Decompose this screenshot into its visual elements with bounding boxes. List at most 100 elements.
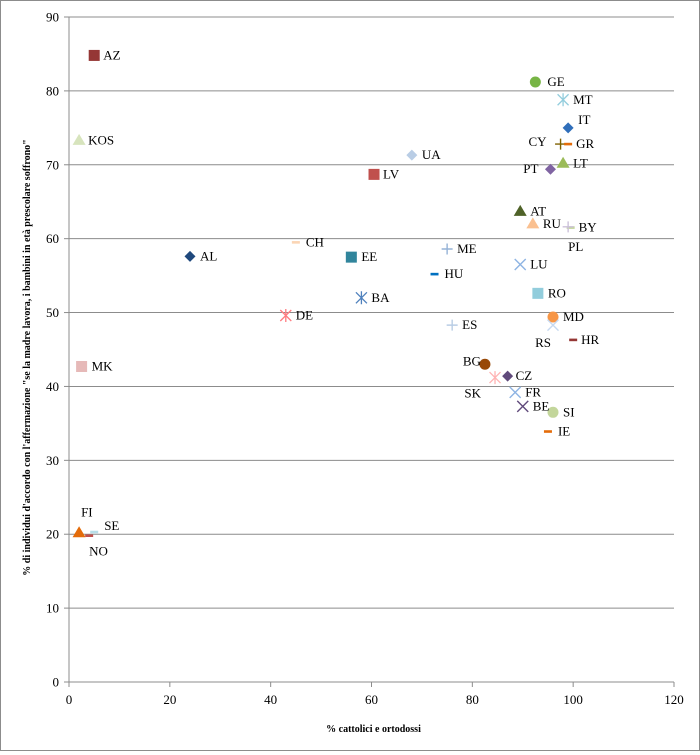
marker-pl <box>562 221 574 233</box>
marker-lt <box>556 156 570 168</box>
point-label-cz: CZ <box>516 368 533 383</box>
y-tick-label: 0 <box>53 675 60 690</box>
marker-fi <box>72 526 86 538</box>
marker-fr <box>509 386 522 399</box>
point-label-ro: RO <box>548 285 566 300</box>
y-tick-label: 20 <box>46 527 59 542</box>
point-label-ba: BA <box>371 290 390 305</box>
marker-kos <box>72 133 86 145</box>
marker-it <box>562 122 574 134</box>
marker-no <box>85 534 94 537</box>
marker-es <box>446 319 458 331</box>
x-tick-label: 0 <box>66 692 73 707</box>
point-label-mt: MT <box>573 92 593 107</box>
tick-labels: 0 10 20 30 40 50 60 70 80 90 0 20 40 60 80 100 120 <box>46 10 684 708</box>
point-label-es: ES <box>462 317 477 332</box>
x-tick-label: 120 <box>664 692 684 707</box>
point-label-be: BE <box>533 398 550 413</box>
point-label-it: IT <box>578 112 590 127</box>
point-label-pt: PT <box>523 161 538 176</box>
marker-ge <box>529 76 541 88</box>
marker-ba <box>355 291 368 305</box>
point-label-rs: RS <box>535 335 551 350</box>
point-label-ua: UA <box>422 147 441 162</box>
point-label-gr: GR <box>576 136 594 151</box>
y-tick-label: 50 <box>46 305 59 320</box>
y-tick-label: 40 <box>46 379 59 394</box>
x-tick-label: 40 <box>264 692 277 707</box>
x-tick-label: 100 <box>563 692 583 707</box>
point-label-by: BY <box>579 220 598 235</box>
point-label-mk: MK <box>92 358 114 373</box>
marker-hu <box>430 272 439 276</box>
point-label-sk: SK <box>464 386 481 401</box>
point-label-hu: HU <box>445 266 464 281</box>
point-label-al: AL <box>200 248 217 263</box>
marker-md <box>547 311 559 323</box>
marker-hr <box>569 338 578 342</box>
y-tick-label: 90 <box>46 10 59 25</box>
marker-az <box>88 49 100 61</box>
marker-at <box>513 204 527 216</box>
marker-ee <box>345 251 357 263</box>
marker-sk <box>489 371 501 385</box>
x-tick-label: 60 <box>365 692 378 707</box>
axes <box>64 16 675 687</box>
point-label-lt: LT <box>573 155 588 170</box>
point-label-ru: RU <box>543 216 562 231</box>
point-label-ge: GE <box>547 74 564 89</box>
point-label-ch: CH <box>306 234 324 249</box>
point-label-lu: LU <box>530 257 548 272</box>
marker-ua <box>406 149 418 161</box>
point-label-ie: IE <box>558 424 570 439</box>
point-label-bg: BG <box>463 353 481 368</box>
x-axis-label: % cattolici e ortodossi <box>326 724 421 735</box>
marker-rs <box>547 319 559 332</box>
marker-cz <box>502 370 514 382</box>
marker-ch <box>291 241 300 244</box>
marker-lu <box>514 258 527 271</box>
gridlines <box>69 16 674 609</box>
marker-ro <box>532 287 544 299</box>
y-tick-label: 80 <box>46 83 59 98</box>
marker-bg <box>479 358 491 370</box>
marker-me <box>441 243 453 255</box>
point-label-kos: KOS <box>88 132 114 147</box>
x-tick-label: 80 <box>466 692 479 707</box>
data-points <box>72 49 578 538</box>
point-label-de: DE <box>296 308 313 323</box>
marker-mk <box>76 360 88 372</box>
marker-al <box>184 250 196 262</box>
x-tick-label: 20 <box>163 692 176 707</box>
y-tick-label: 60 <box>46 231 59 246</box>
point-label-at: AT <box>530 203 546 218</box>
y-tick-label: 10 <box>46 601 59 616</box>
point-label-ee: EE <box>361 249 377 264</box>
point-label-az: AZ <box>103 47 120 62</box>
marker-se <box>90 530 99 534</box>
point-label-me: ME <box>457 241 477 256</box>
marker-gr <box>564 142 573 146</box>
marker-ie <box>543 430 552 433</box>
point-label-pl: PL <box>568 239 583 254</box>
marker-si <box>547 406 559 418</box>
marker-be <box>516 400 529 413</box>
point-label-fr: FR <box>525 384 541 399</box>
point-label-fi: FI <box>81 505 93 520</box>
marker-lv <box>368 168 380 180</box>
marker-pt <box>544 163 556 175</box>
marker-de <box>279 309 292 323</box>
point-label-se: SE <box>104 518 119 533</box>
point-label-no: NO <box>89 544 108 559</box>
marker-mt <box>557 93 570 107</box>
marker-by <box>566 226 575 229</box>
marker-ru <box>526 217 540 229</box>
y-tick-label: 70 <box>46 157 59 172</box>
y-tick-label: 30 <box>46 453 59 468</box>
point-label-hr: HR <box>581 332 599 347</box>
y-axis-label: % di individui d'accordo con l'affermazi… <box>22 139 33 575</box>
point-label-lv: LV <box>383 166 400 181</box>
